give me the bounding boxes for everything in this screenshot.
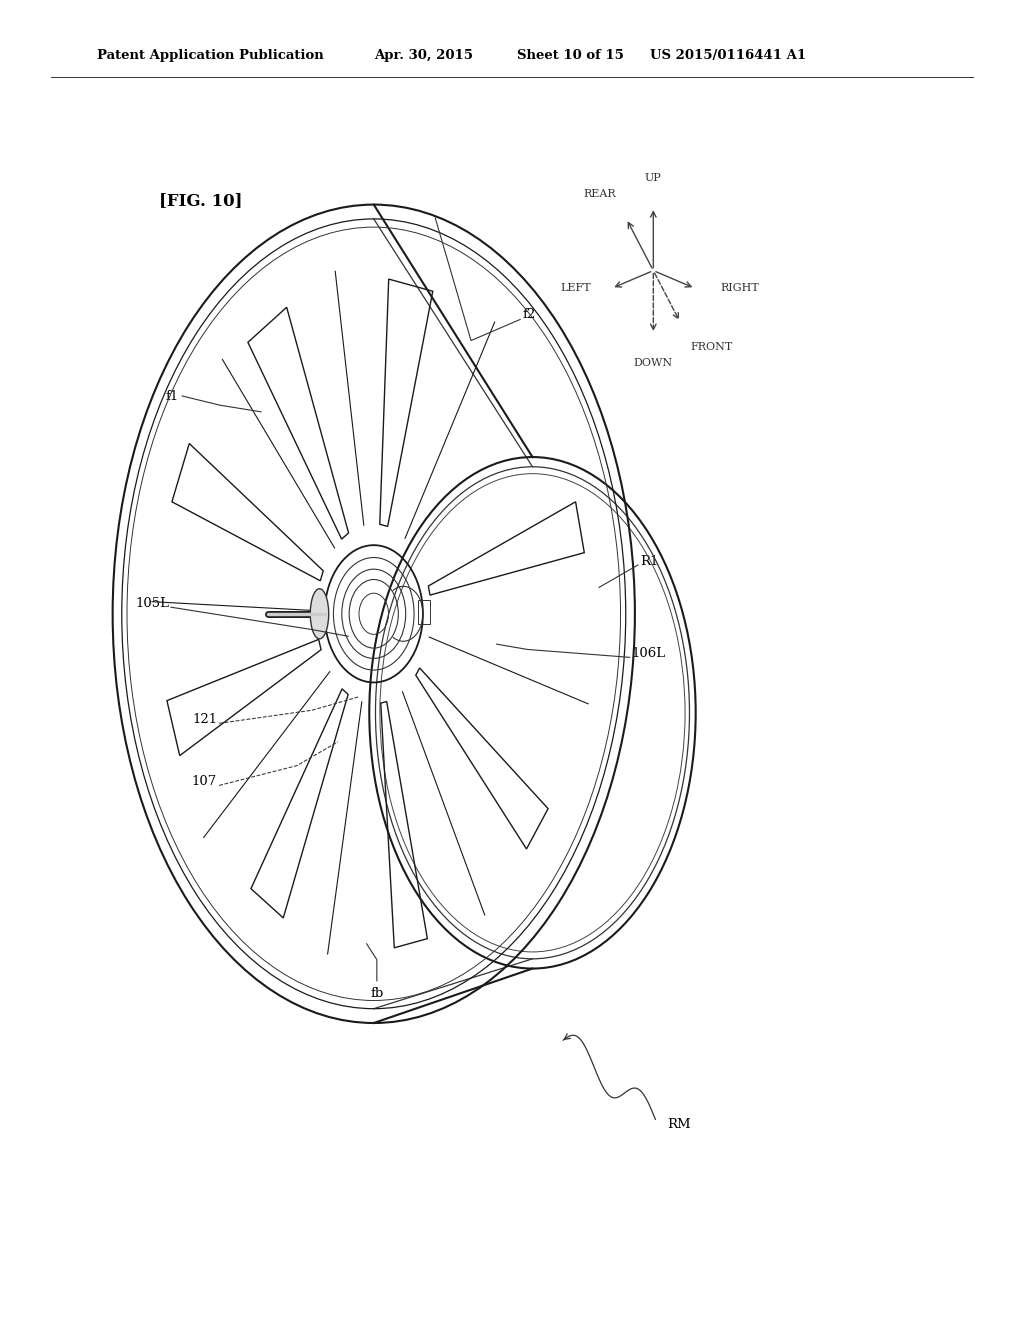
Text: [FIG. 10]: [FIG. 10] xyxy=(159,191,243,209)
Bar xyxy=(418,601,430,624)
Ellipse shape xyxy=(310,589,329,639)
Text: Sheet 10 of 15: Sheet 10 of 15 xyxy=(517,49,624,62)
Text: RM: RM xyxy=(668,1118,691,1131)
Text: 107: 107 xyxy=(191,775,217,788)
Text: DOWN: DOWN xyxy=(634,358,673,368)
Text: UP: UP xyxy=(645,173,662,183)
Text: fb: fb xyxy=(371,987,383,1001)
Text: f1: f1 xyxy=(166,389,179,403)
Text: LEFT: LEFT xyxy=(560,284,591,293)
Text: 106L: 106L xyxy=(632,647,666,660)
Text: 121: 121 xyxy=(191,713,217,726)
Text: Patent Application Publication: Patent Application Publication xyxy=(97,49,324,62)
Text: RIGHT: RIGHT xyxy=(721,284,760,293)
Text: Apr. 30, 2015: Apr. 30, 2015 xyxy=(374,49,473,62)
Text: R1: R1 xyxy=(640,554,658,568)
Text: 105L: 105L xyxy=(135,597,169,610)
Text: f2: f2 xyxy=(522,308,536,321)
Text: FRONT: FRONT xyxy=(690,342,733,352)
Text: REAR: REAR xyxy=(584,189,616,199)
Text: US 2015/0116441 A1: US 2015/0116441 A1 xyxy=(650,49,806,62)
